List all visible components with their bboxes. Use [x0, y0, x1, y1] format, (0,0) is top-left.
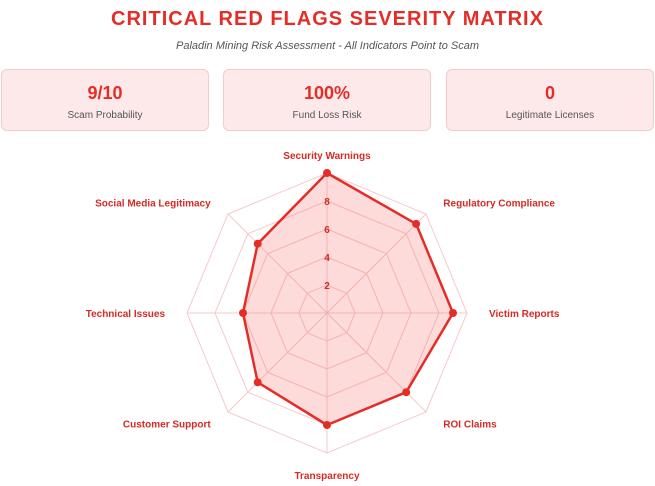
chart-subtitle: Paladin Mining Risk Assessment - All Ind…	[175, 40, 480, 52]
axis-label: Technical Issues	[86, 309, 166, 320]
stat-label: Fund Loss Risk	[292, 110, 362, 121]
grid-spoke	[326, 213, 427, 314]
data-point	[449, 309, 457, 317]
stat-value: 100%	[303, 83, 351, 103]
tick-label: 6	[324, 225, 330, 236]
data-point	[323, 421, 331, 429]
axis-label: Social Media Legitimacy	[95, 199, 211, 210]
axis-label: Victim Reports	[489, 309, 560, 320]
stat-card-scam-probability: 9/10 Scam Probability	[1, 69, 209, 131]
axis-label: Security Warnings	[283, 151, 371, 162]
stat-value: 9/10	[87, 83, 123, 103]
data-point	[323, 169, 331, 177]
tick-label: 8	[324, 197, 330, 208]
axis-label: Regulatory Compliance	[443, 199, 555, 210]
grid-spoke	[326, 312, 427, 413]
grid-spoke	[227, 312, 328, 413]
tick-label: 2	[324, 281, 330, 292]
chart-title: CRITICAL RED FLAGS SEVERITY MATRIX	[111, 8, 544, 30]
tick-label: 4	[324, 253, 330, 264]
axis-label: ROI Claims	[443, 419, 497, 430]
stat-label: Legitimate Licenses	[505, 110, 595, 121]
data-point	[402, 388, 411, 397]
axis-label: Customer Support	[123, 419, 211, 430]
grid-spoke	[227, 213, 328, 314]
data-point	[239, 309, 247, 317]
axis-label: Transparency	[294, 471, 359, 482]
data-point	[253, 239, 262, 248]
stat-label: Scam Probability	[67, 110, 143, 121]
data-point	[253, 378, 262, 387]
stat-value: 0	[544, 83, 555, 103]
series-area	[241, 171, 455, 427]
data-point	[412, 219, 421, 228]
stat-card-legitimate-licenses: 0 Legitimate Licenses	[446, 69, 654, 131]
stat-card-fund-loss-risk: 100% Fund Loss Risk	[223, 69, 431, 131]
